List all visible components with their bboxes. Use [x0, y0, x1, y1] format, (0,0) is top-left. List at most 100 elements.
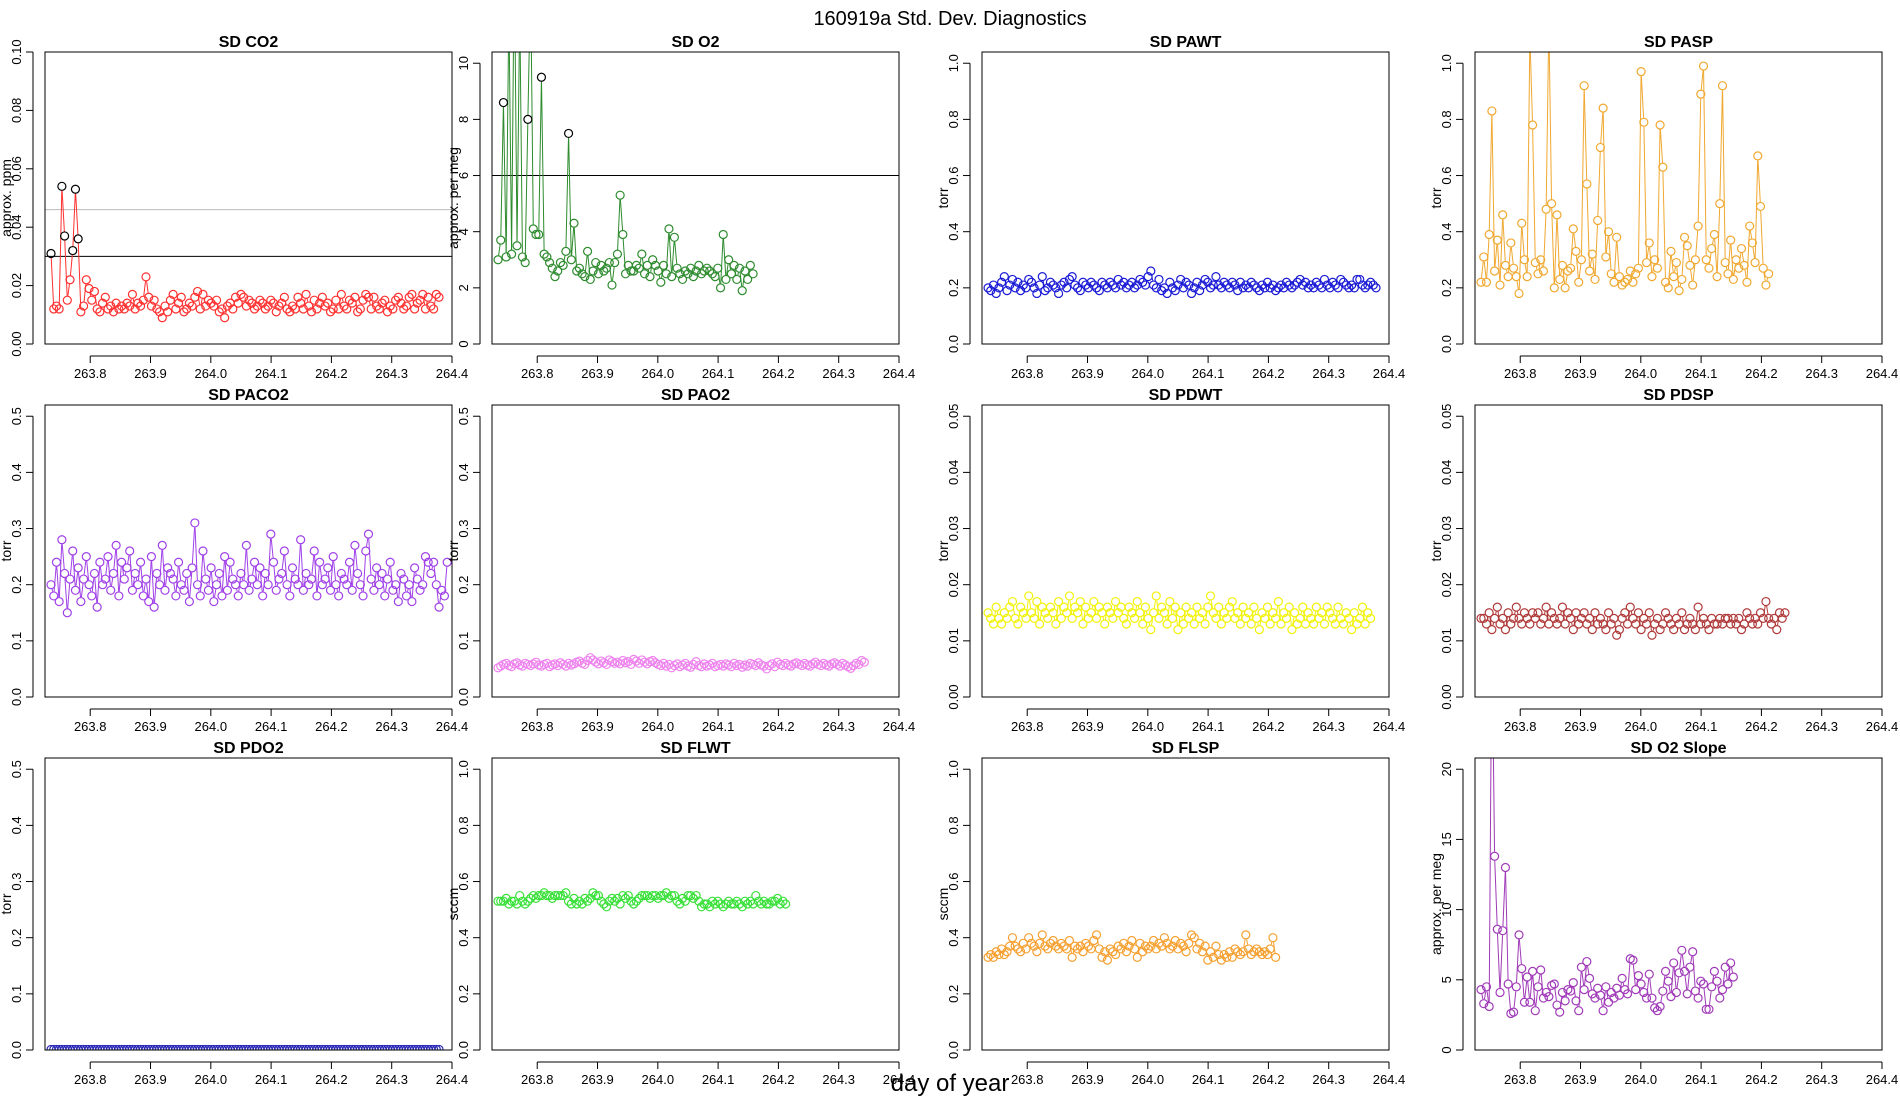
data-point — [1777, 613, 1787, 623]
data-point — [1639, 613, 1649, 623]
data-point — [498, 97, 509, 108]
y-tick-label: 20 — [1439, 762, 1454, 776]
series-segment — [61, 190, 65, 232]
data-point — [1254, 947, 1264, 957]
data-point — [1043, 944, 1053, 954]
y-tick-label: 5 — [1439, 976, 1454, 983]
x-tick-label: 264.2 — [1252, 366, 1285, 381]
data-point — [1764, 613, 1774, 623]
data-point — [1146, 941, 1156, 951]
series-segment — [214, 589, 217, 598]
data-point — [59, 568, 70, 579]
data-point — [1105, 277, 1115, 287]
data-point — [195, 304, 205, 314]
data-point — [1360, 283, 1370, 293]
series-segment — [1600, 112, 1604, 144]
series-segment — [1300, 611, 1303, 615]
data-point — [781, 899, 791, 909]
x-tick-label: 264.2 — [1252, 719, 1285, 734]
series-segment — [371, 301, 374, 305]
data-point — [1013, 619, 1023, 629]
x-tick-label: 264.1 — [255, 366, 288, 381]
series-segment — [511, 52, 514, 250]
y-axis-label: sccm — [445, 888, 461, 921]
data-point — [54, 596, 64, 607]
data-point — [1053, 596, 1064, 607]
data-point — [1726, 235, 1736, 245]
data-point — [1257, 280, 1267, 290]
data-point — [683, 269, 693, 279]
data-point — [57, 181, 67, 191]
data-point — [528, 224, 538, 234]
data-point — [1238, 602, 1248, 612]
data-point — [1560, 996, 1570, 1006]
plot-frame — [1474, 757, 1883, 1051]
data-point — [547, 893, 557, 903]
series-segment — [1516, 611, 1519, 615]
series-segment — [1630, 275, 1633, 278]
data-point — [1040, 941, 1050, 951]
x-tick-label: 263.9 — [1071, 1072, 1104, 1087]
series-segment — [1703, 988, 1707, 1005]
data-point — [1037, 930, 1047, 940]
data-point — [1268, 608, 1278, 618]
series-segment — [596, 266, 598, 270]
data-point — [988, 952, 999, 962]
series-segment — [194, 527, 198, 581]
data-point — [1568, 978, 1578, 988]
data-point — [266, 295, 276, 305]
data-point — [729, 658, 739, 668]
data-point — [239, 292, 249, 302]
panel-title: SD PDSP — [1643, 387, 1714, 404]
data-point — [748, 269, 758, 279]
data-point — [363, 529, 374, 539]
data-point — [1075, 596, 1085, 607]
plot-area — [46, 1044, 444, 1050]
data-point — [555, 257, 566, 268]
data-point — [1628, 955, 1638, 965]
data-point — [255, 563, 265, 573]
y-tick-label: 0.06 — [9, 156, 24, 181]
y-axis-label: sccm — [935, 888, 951, 921]
series-segment — [1524, 981, 1528, 998]
data-point — [1557, 260, 1568, 270]
data-point — [1135, 608, 1145, 618]
series-segment — [1208, 600, 1210, 603]
data-point — [1476, 613, 1486, 623]
x-tick-label: 264.0 — [642, 366, 675, 381]
data-point — [1197, 280, 1207, 290]
x-tick-label: 264.2 — [1745, 366, 1778, 381]
data-point — [1246, 277, 1256, 287]
data-point — [1755, 608, 1766, 618]
data-point — [103, 552, 113, 562]
data-point — [1333, 602, 1343, 612]
data-point — [1772, 625, 1782, 635]
data-point — [1366, 277, 1376, 287]
y-tick-label: 0.0 — [9, 1041, 24, 1059]
data-point — [76, 596, 86, 607]
data-point — [762, 899, 772, 909]
data-point — [1614, 625, 1625, 635]
data-point — [517, 896, 528, 906]
data-point — [361, 289, 371, 299]
data-point — [1238, 283, 1248, 293]
data-point — [1565, 263, 1576, 273]
data-point — [306, 307, 317, 317]
data-point — [426, 301, 436, 311]
y-tick-label: 10 — [456, 56, 471, 70]
data-point — [135, 557, 146, 567]
series-segment — [1728, 967, 1731, 980]
data-point — [1481, 619, 1492, 629]
data-point — [688, 893, 698, 903]
y-tick-label: 0.1 — [9, 985, 24, 1003]
panel-title: SD PAO2 — [661, 387, 730, 404]
data-point — [1576, 255, 1587, 265]
series-segment — [72, 193, 76, 247]
series-segment — [1594, 224, 1598, 275]
data-point — [146, 301, 157, 311]
data-point — [271, 585, 281, 595]
panel-title: SD PACO2 — [208, 387, 289, 404]
series-segment — [1719, 90, 1723, 200]
data-point — [1679, 625, 1690, 635]
series-segment — [1560, 611, 1562, 615]
